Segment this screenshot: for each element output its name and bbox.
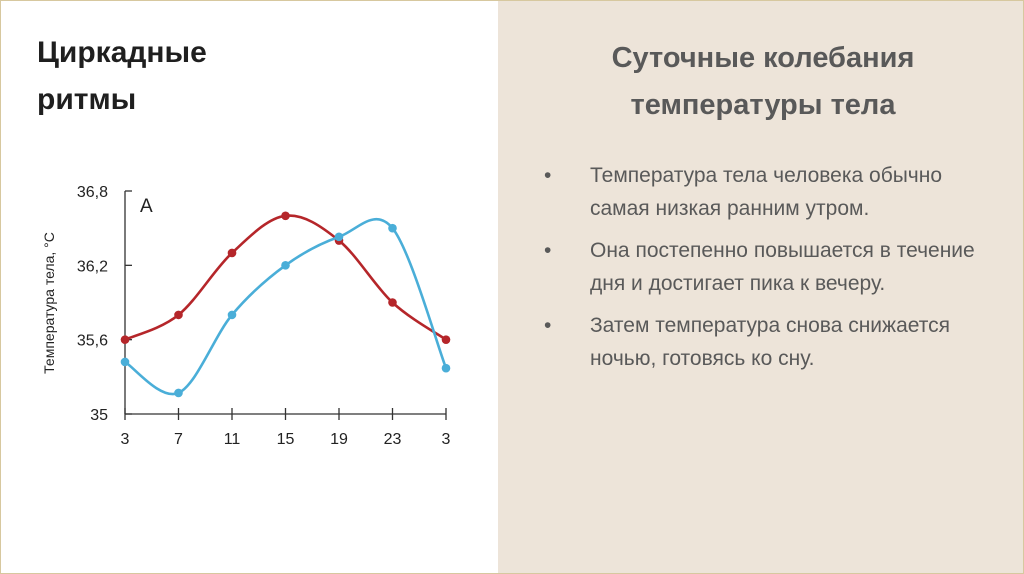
section-title: Суточные колебания температуры тела [611,42,915,121]
bullet-icon: • [544,239,552,262]
bullet-list: • Температура тела человека обычно самая … [544,159,984,384]
temperature-chart: 35 35,6 36,2 36,8 3 7 11 15 19 23 3 Температура тел… [41,184,451,448]
series-2-point [441,363,451,373]
y-tick-label: 35 [90,407,108,424]
bullet-item: • Она постепенно повышается в течение дня… [544,234,984,300]
y-tick-label: 36,8 [77,184,108,201]
series-2-point [334,232,344,242]
y-tick-label: 36,2 [77,258,108,275]
bullet-item: • Температура тела человека обычно самая … [544,159,984,225]
y-axis-label: Температура тела, °С [41,232,57,374]
x-tick-label: 3 [442,431,451,448]
x-tick-label: 19 [330,431,348,448]
bullet-text: Она постепенно повышается в течение дня … [590,239,975,295]
x-tick-label: 23 [384,431,402,448]
right-panel: Суточные колебания температуры тела • Тем… [498,1,1023,573]
series-2-point [120,357,130,367]
series-1-point [120,335,130,344]
panel-label: А [140,196,153,217]
series-1-point [388,298,397,307]
series-1-point [227,248,237,258]
series-2-point [281,261,290,270]
series-2-point [388,223,397,233]
slide-heading: Циркадные ритмы [37,36,207,116]
x-tick-label: 3 [121,431,130,448]
series-2-point [227,310,237,320]
bullet-text: Затем температура снова снижается ночью,… [590,314,950,370]
series-2-point [174,388,183,398]
series-1-point [174,310,183,320]
x-tick-label: 11 [224,431,241,448]
series-1-point [441,335,451,344]
left-panel: Циркадные ритмы 35 35,6 36,2 36,8 3 7 11 15 19 23… [1,1,498,573]
x-tick-label: 7 [174,431,183,448]
y-tick-label: 35,6 [77,333,108,350]
x-tick-label: 15 [277,431,295,448]
bullet-item: • Затем температура снова снижается ночью… [544,309,984,375]
series-1-point [281,211,290,221]
bullet-text: Температура тела человека обычно самая н… [590,164,943,220]
bullet-icon: • [544,314,552,337]
bullet-icon: • [544,164,552,187]
